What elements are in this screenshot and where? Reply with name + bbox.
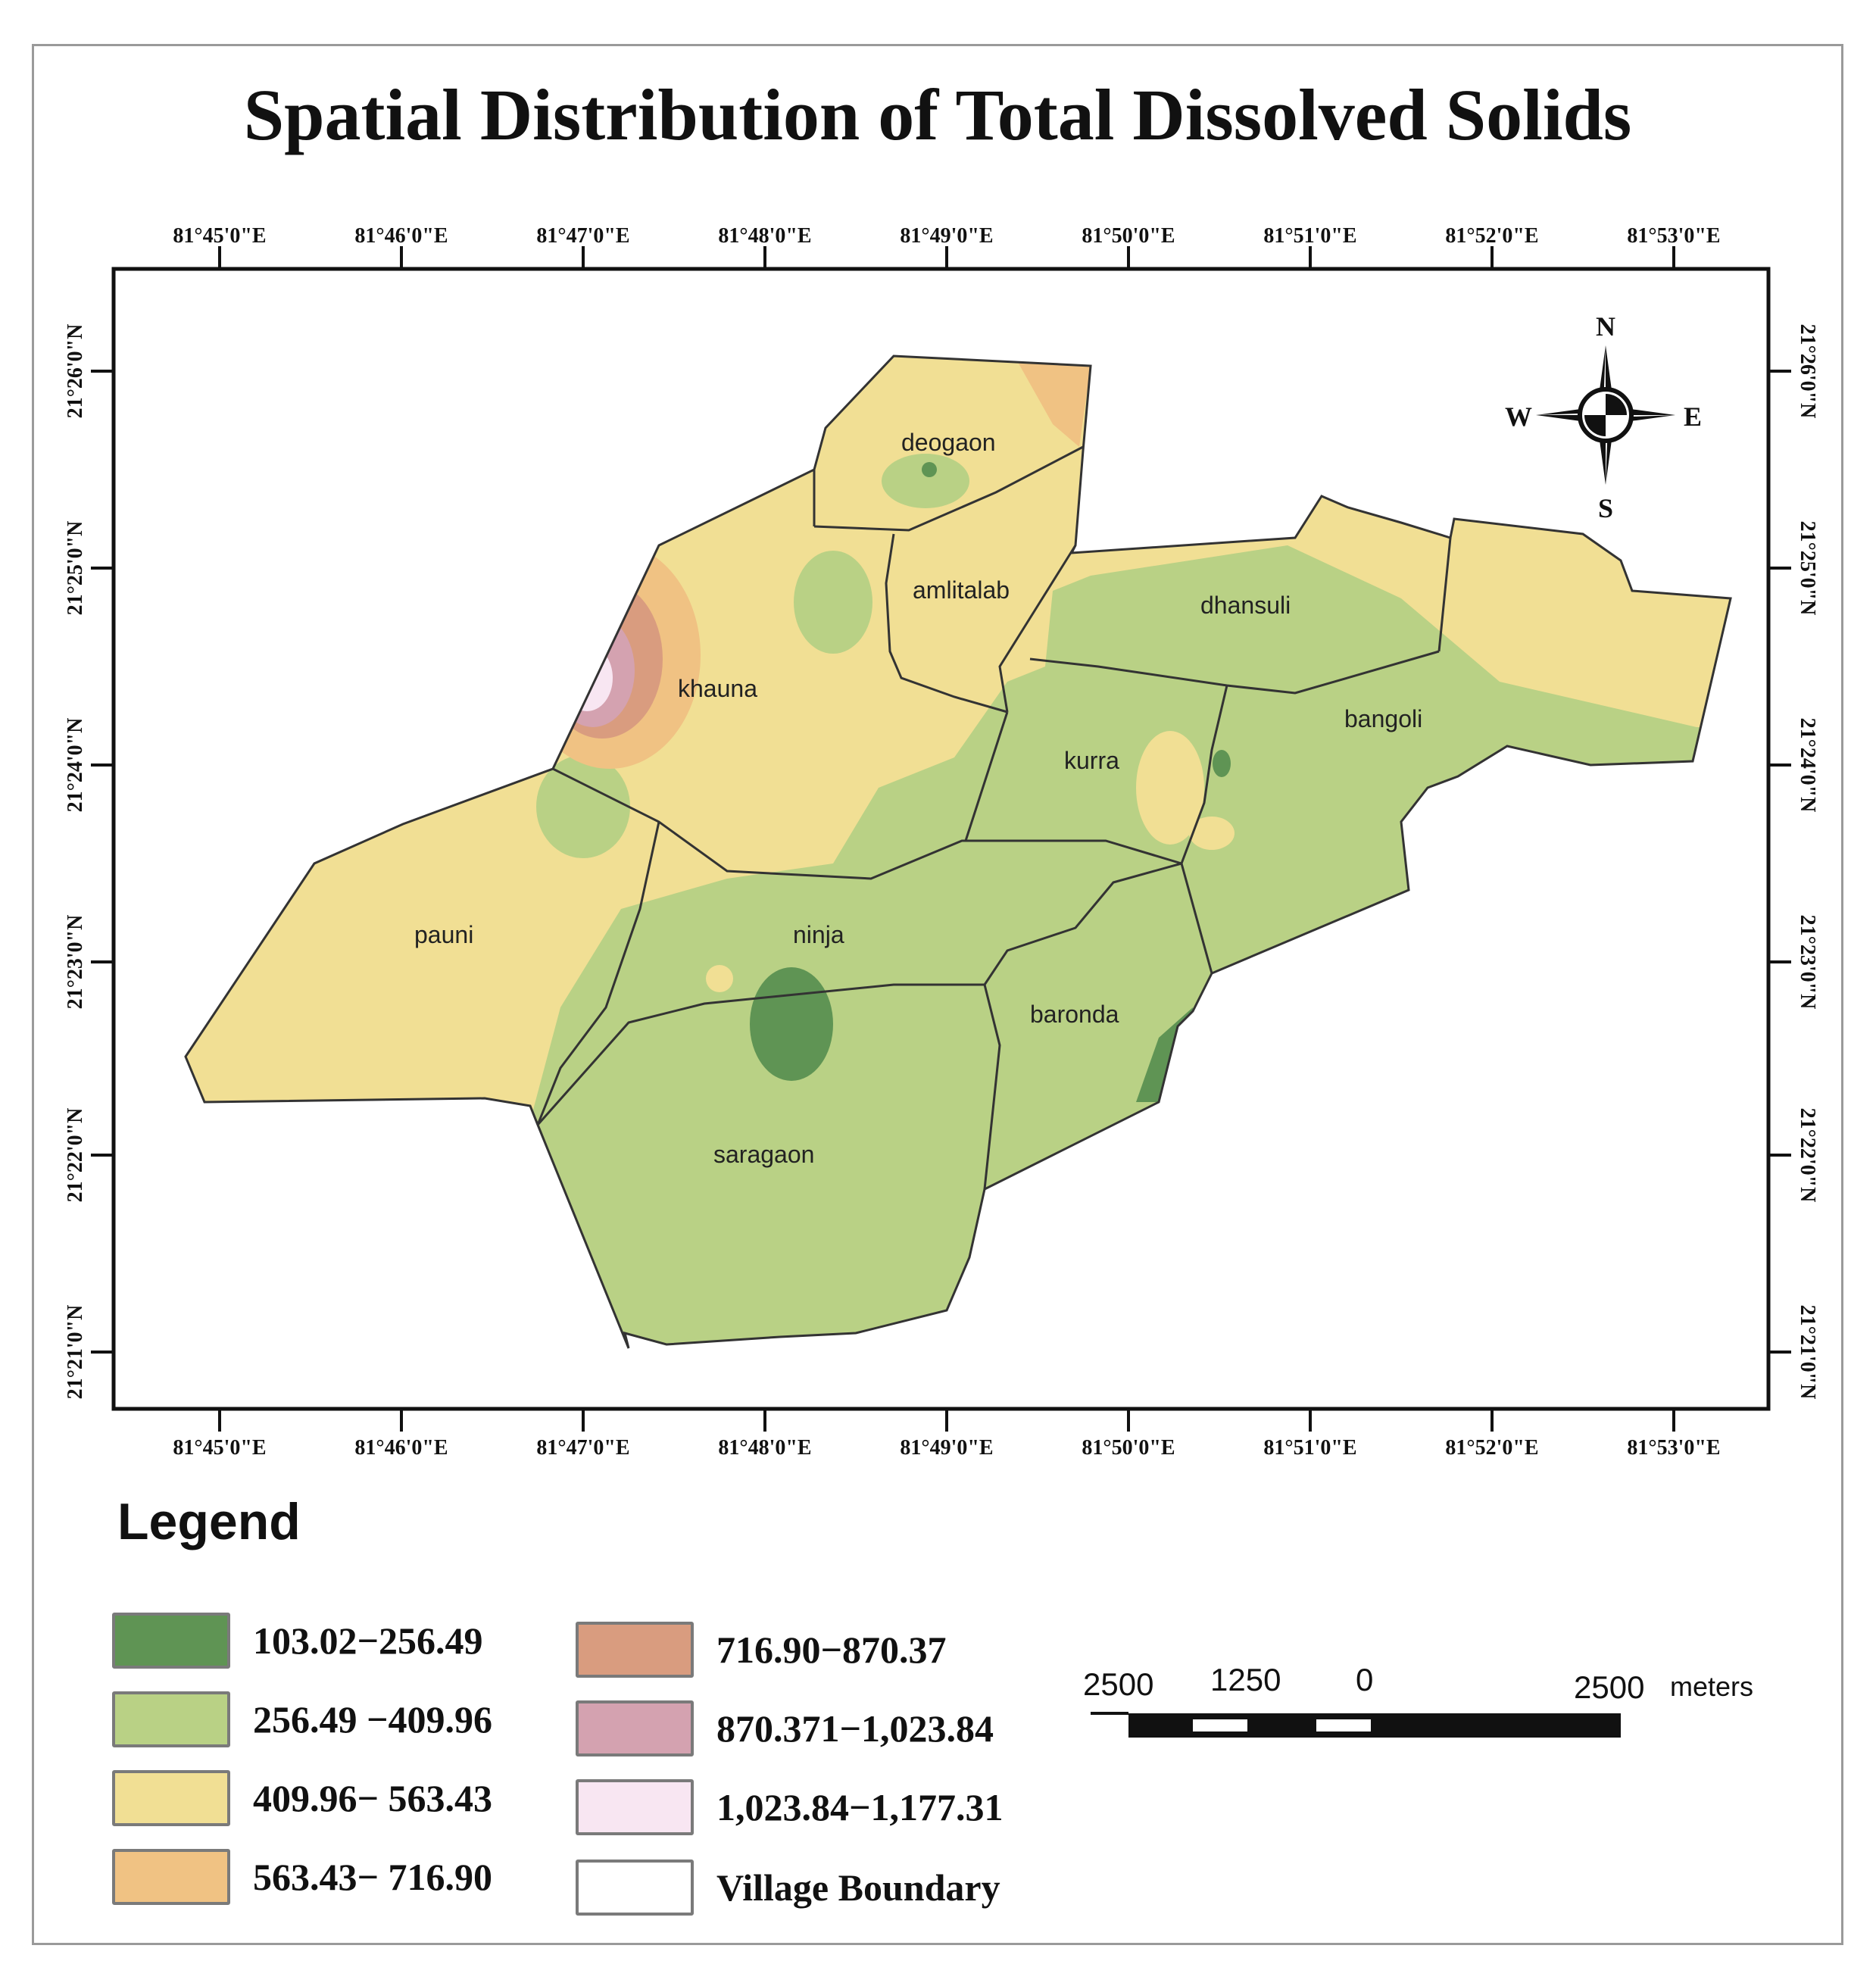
lon-label-top-5: 81°50'0"E [1082,224,1175,248]
lon-label-bottom-4: 81°49'0"E [900,1436,993,1460]
scale-label-zero: 0 [1356,1662,1374,1697]
legend-swatch [112,1691,230,1747]
village-label-baronda: baronda [1030,1001,1119,1028]
north-label: N [1596,311,1615,342]
lat-label-right-1: 21°25'0"N [1796,521,1819,616]
zone-256-409-khauna [794,551,872,654]
legend-item: 716.90−870.37 [576,1619,947,1680]
legend-swatch [112,1770,230,1826]
village-label-ninja: ninja [793,921,844,948]
lon-label-bottom-2: 81°47'0"E [536,1436,629,1460]
lat-label-right-4: 21°22'0"N [1796,1108,1819,1203]
village-label-khauna: khauna [678,675,757,702]
legend-item: 563.43− 716.90 [112,1847,492,1907]
legend-title: Legend [117,1493,301,1550]
legend-item: 103.02−256.49 [112,1610,483,1671]
lon-label-bottom-1: 81°46'0"E [354,1436,448,1460]
legend-item: 1,023.84−1,177.31 [576,1777,1004,1838]
scale-units: meters [1670,1671,1754,1702]
lon-label-bottom-0: 81°45'0"E [173,1436,266,1460]
legend-item: 409.96− 563.43 [112,1768,492,1828]
village-label-saragaon: saragaon [713,1141,814,1168]
lat-label-right-3: 21°23'0"N [1796,915,1819,1010]
village-label-dhansuli: dhansuli [1200,592,1291,619]
lon-label-bottom-8: 81°53'0"E [1627,1436,1720,1460]
legend-label: 563.43− 716.90 [253,1856,492,1898]
lat-label-left-5: 21°21'0"N [64,1305,87,1400]
west-label: W [1505,401,1532,432]
lon-label-top-0: 81°45'0"E [173,224,266,248]
lat-label-left-2: 21°24'0"N [64,718,87,813]
zone-409-563-kurra [1136,731,1204,845]
lon-label-top-6: 81°51'0"E [1263,224,1356,248]
legend-label: 256.49 −409.96 [253,1698,492,1741]
zone-103-256-kurra [1213,750,1231,777]
legend-swatch [112,1613,230,1669]
zone-563-716-deogaon [1019,364,1091,447]
zone-103-256-saragaon [750,967,833,1081]
scale-label-mid: 1250 [1210,1662,1281,1697]
lon-label-bottom-7: 81°52'0"E [1445,1436,1538,1460]
lon-label-top-2: 81°47'0"E [536,224,629,248]
zone-256-409-pauni [536,755,630,858]
village-boundaries [184,354,1732,1349]
lat-label-left-3: 21°23'0"N [64,915,87,1010]
legend-label: Village Boundary [716,1866,1000,1909]
legend-label: 409.96− 563.43 [253,1777,492,1819]
map-title: Spatial Distribution of Total Dissolved … [243,74,1632,155]
legend-swatch [576,1622,694,1678]
legend-label: 1,023.84−1,177.31 [716,1786,1004,1828]
map-frame [32,44,1843,1945]
lon-label-top-1: 81°46'0"E [354,224,448,248]
lat-label-left-4: 21°22'0"N [64,1108,87,1203]
lon-label-bottom-6: 81°51'0"E [1263,1436,1356,1460]
lon-label-top-4: 81°49'0"E [900,224,993,248]
lat-label-left-0: 21°26'0"N [64,324,87,419]
legend-item: 256.49 −409.96 [112,1689,492,1750]
lon-label-bottom-3: 81°48'0"E [718,1436,811,1460]
lat-label-left-1: 21°25'0"N [64,521,87,616]
village-label-amlitalab: amlitalab [913,576,1010,604]
north-arrow-icon [1536,345,1675,485]
east-label: E [1684,401,1702,432]
village-label-deogaon: deogaon [901,429,996,456]
legend-label: 716.90−870.37 [716,1628,947,1671]
lat-label-right-0: 21°26'0"N [1796,324,1819,419]
village-label-kurra: kurra [1064,747,1119,774]
lon-label-top-8: 81°53'0"E [1627,224,1720,248]
lon-label-top-3: 81°48'0"E [718,224,811,248]
zone-409-563-ninja [706,965,733,992]
legend-label: 870.371−1,023.84 [716,1707,994,1750]
legend-item: Village Boundary [576,1857,1000,1918]
village-label-bangoli: bangoli [1344,705,1422,732]
legend-swatch [576,1779,694,1835]
scale-label-right: 2500 [1574,1669,1645,1705]
legend-item: 870.371−1,023.84 [576,1698,994,1759]
legend-label: 103.02−256.49 [253,1619,483,1662]
lon-label-bottom-5: 81°50'0"E [1082,1436,1175,1460]
scale-bar [1091,1712,1621,1738]
lat-label-right-2: 21°24'0"N [1796,718,1819,813]
scale-label-left: 2500 [1083,1666,1154,1702]
legend-swatch [112,1849,230,1905]
zone-256-409-deogaon [882,454,969,508]
zone-103-256-deogaon [922,462,937,477]
village-label-pauni: pauni [414,921,473,948]
legend-swatch [576,1860,694,1916]
south-label: S [1598,493,1613,523]
lat-label-right-5: 21°21'0"N [1796,1305,1819,1400]
legend-swatch [576,1700,694,1756]
zone-409-563-kurra-2 [1189,817,1235,850]
lon-label-top-7: 81°52'0"E [1445,224,1538,248]
